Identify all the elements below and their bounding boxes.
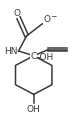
Text: –OH: –OH	[36, 52, 54, 61]
Text: HN: HN	[4, 47, 18, 56]
Text: C: C	[31, 52, 37, 61]
Text: OH: OH	[27, 104, 41, 113]
Text: O: O	[13, 9, 20, 17]
Text: O: O	[43, 15, 50, 24]
Text: −: −	[50, 12, 56, 21]
